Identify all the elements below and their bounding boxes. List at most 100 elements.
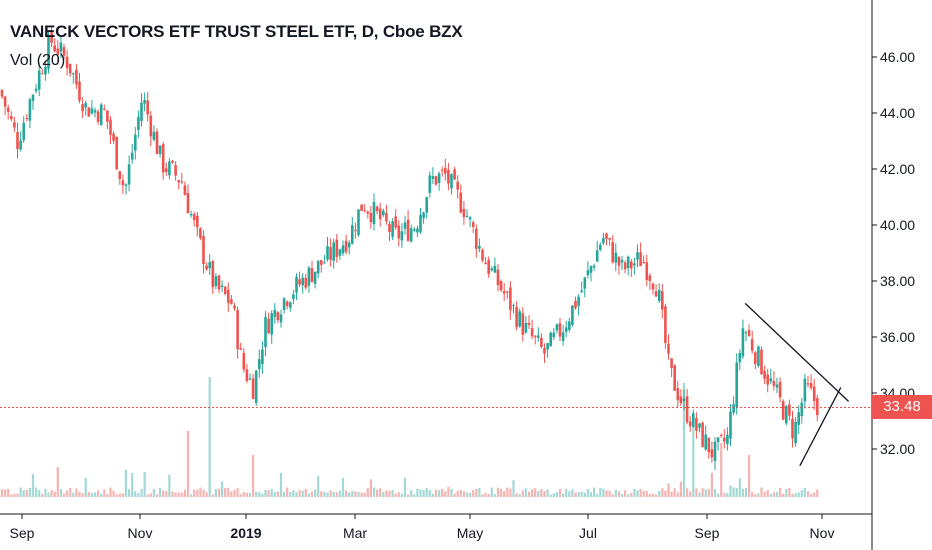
volume-bar — [75, 488, 78, 497]
candle — [307, 265, 311, 293]
candle-body — [385, 212, 388, 222]
trendline[interactable] — [799, 387, 842, 467]
candle-body — [425, 197, 428, 213]
candle — [785, 405, 788, 426]
candle — [729, 403, 732, 447]
volume-bar — [549, 494, 552, 497]
volume-bar — [648, 493, 651, 497]
volume-bar — [552, 493, 555, 497]
candle-body — [605, 233, 608, 239]
candle-body — [704, 434, 707, 450]
volume-bar — [221, 481, 224, 497]
candle — [527, 315, 531, 329]
candle — [630, 258, 633, 277]
candle — [220, 280, 224, 293]
volume-bar — [354, 491, 357, 497]
candle-body — [242, 352, 246, 370]
volume-bar — [372, 487, 376, 497]
candle-body — [809, 382, 813, 388]
volume-bar — [419, 489, 422, 497]
time-tick-label: Jul — [579, 525, 597, 541]
volume-bar — [487, 494, 490, 497]
candle — [292, 289, 295, 305]
candle-body — [223, 286, 227, 294]
candle-body — [595, 250, 599, 262]
candle-body — [28, 99, 32, 121]
candle-body — [264, 316, 267, 348]
candle-body — [453, 169, 456, 180]
volume-bar — [301, 490, 304, 497]
candle-body — [450, 174, 453, 189]
candle-body — [323, 262, 326, 264]
candle — [161, 141, 165, 180]
volume-bar — [744, 488, 748, 497]
candle-body — [347, 242, 351, 248]
candle-body — [564, 327, 568, 332]
candle — [453, 166, 456, 181]
volume-bar — [16, 493, 19, 497]
volume-bar — [679, 481, 682, 497]
candle-body — [459, 192, 463, 213]
candle — [338, 248, 342, 261]
volume-bar — [276, 491, 279, 497]
candle — [564, 320, 568, 338]
volume-bar — [93, 492, 97, 497]
time-axis[interactable]: Sep Nov 2019 Mar May Jul Sep Nov — [10, 514, 835, 541]
volume-bar — [208, 377, 211, 497]
volume-bar — [444, 491, 447, 497]
candle — [698, 422, 701, 433]
volume-bar — [670, 491, 673, 497]
candle-body — [571, 305, 574, 325]
volume-bar — [580, 491, 583, 497]
candle — [385, 204, 388, 225]
time-tick-label: Sep — [10, 525, 35, 541]
volume-bar — [196, 489, 199, 497]
volume-bar — [307, 493, 310, 497]
volume-bar — [707, 488, 710, 497]
candle-body — [3, 96, 7, 107]
volume-bar — [515, 493, 518, 497]
volume-bar — [757, 493, 760, 497]
candle-body — [292, 294, 295, 300]
candle-body — [617, 256, 621, 266]
trendline[interactable] — [744, 302, 850, 402]
volume-bar — [100, 493, 103, 497]
candle — [37, 63, 41, 97]
candle — [180, 172, 184, 184]
volume-bar — [428, 490, 431, 497]
volume-bar — [332, 491, 335, 497]
candle — [493, 257, 497, 274]
candle — [797, 405, 800, 434]
candle-body — [623, 262, 627, 270]
candle — [664, 303, 667, 349]
candle — [236, 306, 239, 359]
candle-body — [465, 215, 469, 217]
candle-body — [568, 321, 571, 330]
volume-bar — [140, 489, 143, 497]
candle — [115, 136, 118, 170]
candle — [654, 284, 658, 297]
candle-body — [177, 180, 180, 183]
candle — [794, 417, 797, 447]
candle-body — [444, 167, 447, 174]
volume-bar — [639, 489, 642, 497]
candle — [806, 375, 810, 388]
candle — [112, 130, 115, 145]
candle-body — [251, 378, 255, 400]
candle — [719, 433, 723, 438]
candle — [589, 265, 593, 282]
volume-bar — [236, 488, 239, 497]
candle-body — [96, 111, 100, 122]
candle — [196, 212, 199, 237]
volume-bar — [500, 488, 503, 497]
candle-body — [282, 298, 286, 311]
candle — [25, 113, 29, 122]
candle-body — [72, 73, 75, 75]
candle-body — [227, 289, 230, 303]
volume-bar — [782, 493, 785, 497]
candle — [146, 91, 149, 122]
candle — [155, 128, 159, 155]
volume-bar — [121, 493, 124, 497]
candle — [549, 331, 552, 347]
